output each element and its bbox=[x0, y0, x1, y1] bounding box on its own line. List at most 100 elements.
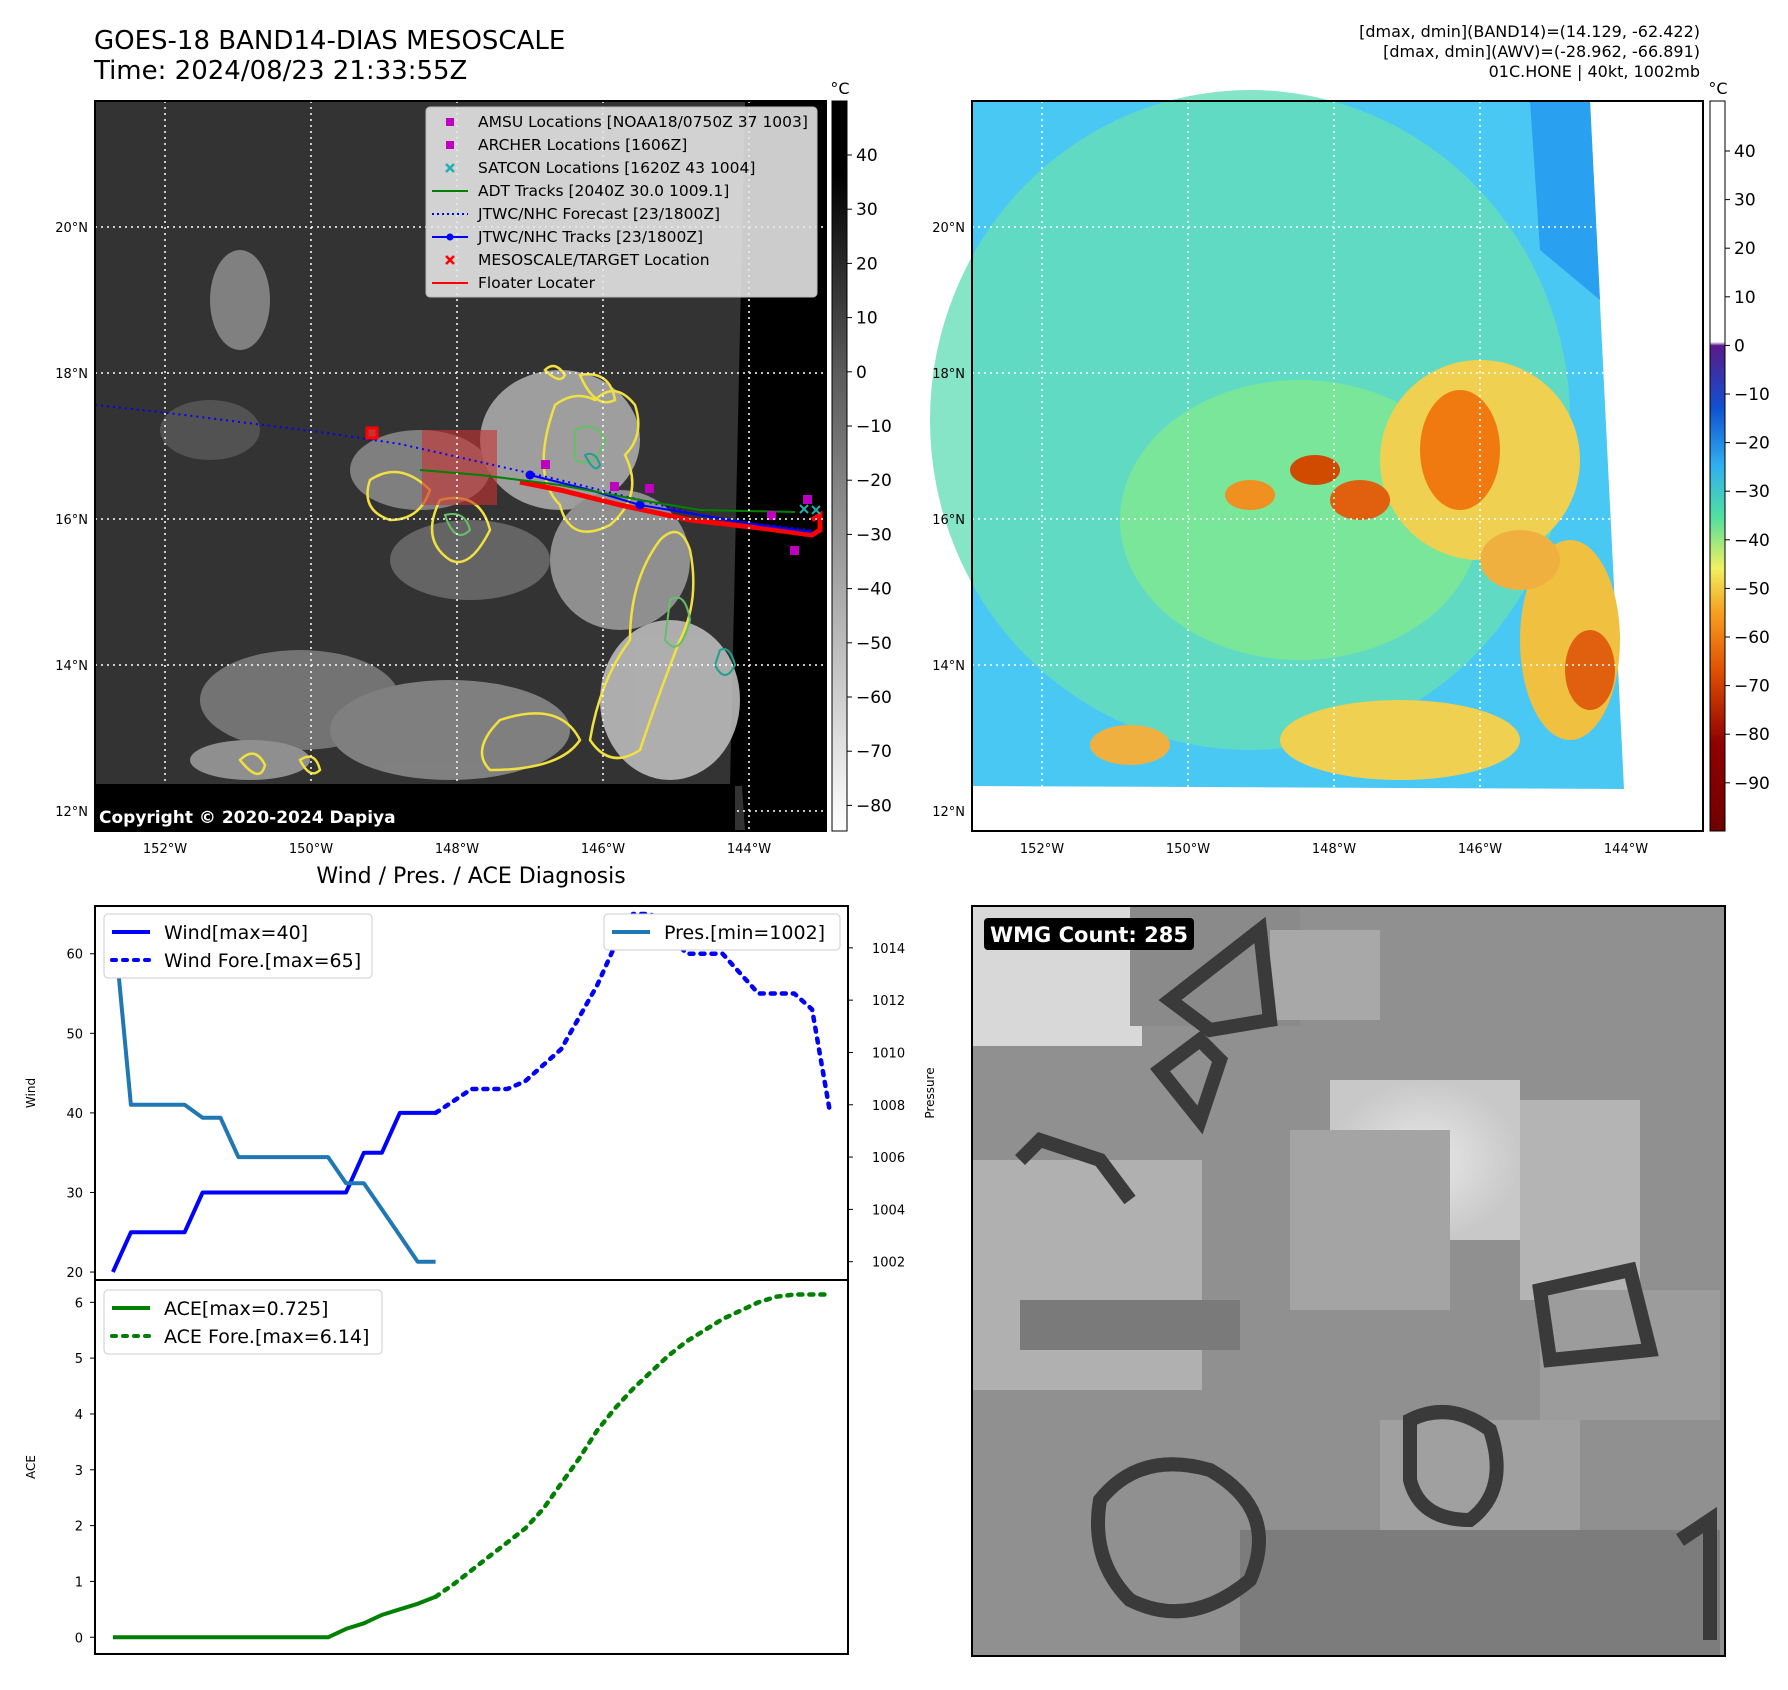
ir-colorbar-unit: °C bbox=[830, 79, 849, 98]
ir-bottom-strip bbox=[95, 784, 735, 831]
colorbar-tick-label: 20 bbox=[1734, 239, 1756, 259]
ace-chart: 0 1 2 3 4 5 6 ACE ACE[max=0.725] ACE Fore.[max=6.… bbox=[24, 1279, 849, 1655]
color-map-panel bbox=[930, 90, 1704, 832]
legend-item: MESOSCALE/TARGET Location bbox=[445, 251, 710, 269]
ir-colorbar-ticks: 40 30 20 10 0 −10 −20 −30 −40 −50 −60 −70 −80 bbox=[847, 146, 892, 816]
y-axis-label: Wind bbox=[24, 1078, 38, 1108]
colorbar-tick-label: −50 bbox=[1734, 579, 1770, 599]
y-tick-label: 0 bbox=[75, 1631, 83, 1646]
ir-contours-green bbox=[443, 425, 692, 648]
legend-marker-square bbox=[446, 118, 454, 126]
ir-contours bbox=[238, 364, 695, 775]
y-tick-label: 60 bbox=[66, 948, 83, 963]
colorbar-tick-label: −10 bbox=[1734, 385, 1770, 405]
ir-map-frame bbox=[94, 100, 827, 832]
colorbar-tick-label: 40 bbox=[856, 146, 878, 166]
jtwc-track bbox=[529, 474, 813, 533]
y-tick-label: 30 bbox=[66, 1186, 83, 1201]
color-map-grid bbox=[972, 101, 1703, 831]
colorbar-tick-label: −60 bbox=[856, 688, 892, 708]
y-tick-label: 40 bbox=[66, 1107, 83, 1122]
colorbar-tick-label: 20 bbox=[856, 254, 878, 274]
y-tick-label: 6 bbox=[75, 1296, 83, 1311]
mesoscale-target-box bbox=[422, 430, 497, 505]
colorbar-tick-label: 40 bbox=[1734, 142, 1756, 162]
legend-item: JTWC/NHC Forecast [23/1800Z] bbox=[432, 205, 720, 223]
awv-minmax: [dmax, dmin](AWV)=(-28.962, -66.891) bbox=[1383, 42, 1700, 61]
y-right-tick-label: 1010 bbox=[872, 1046, 905, 1061]
ir-lon-labels: 152°W 150°W 148°W 146°W 144°W bbox=[143, 842, 771, 857]
color-colorbar-ramp bbox=[1709, 100, 1726, 832]
jtwc-forecast-track bbox=[94, 404, 813, 531]
colorbar-tick-label: 0 bbox=[856, 363, 867, 383]
lat-tick-label: 16°N bbox=[55, 513, 88, 528]
chart-legend-box bbox=[603, 913, 841, 951]
y-right-tick-label: 1006 bbox=[872, 1151, 905, 1166]
lon-tick-label: 148°W bbox=[435, 842, 479, 857]
legend-marker-dot bbox=[446, 233, 454, 241]
legend-item: JTWC/NHC Tracks [23/1800Z] bbox=[432, 228, 703, 246]
wmg-texture bbox=[972, 906, 1720, 1656]
wmg-dark-edges bbox=[1015, 916, 1717, 1640]
lat-tick-label: 18°N bbox=[932, 367, 965, 382]
color-map-cold-band bbox=[1530, 101, 1600, 300]
lon-tick-label: 144°W bbox=[1604, 842, 1648, 857]
colorbar-tick-label: −30 bbox=[856, 525, 892, 545]
amsu-archer-markers bbox=[541, 460, 812, 555]
ir-colorbar-ramp bbox=[831, 100, 848, 832]
legend-label: ADT Tracks [2040Z 30.0 1009.1] bbox=[478, 182, 729, 200]
legend-items: AMSU Locations [NOAA18/0750Z 37 1003] ARC… bbox=[432, 113, 808, 292]
wmg-panel: WMG Count: 285 bbox=[971, 905, 1726, 1657]
ir-colorbar: °C 40 30 20 10 0 −10 −20 −30 −40 −50 −60 −70 −80 bbox=[830, 79, 892, 832]
ir-contours-teal bbox=[583, 452, 737, 676]
colorbar-tick-label: −70 bbox=[856, 742, 892, 762]
lon-tick-label: 146°W bbox=[581, 842, 625, 857]
y-tick-label: 2 bbox=[75, 1520, 83, 1535]
band14-minmax: [dmax, dmin](BAND14)=(14.129, -62.422) bbox=[1359, 22, 1700, 41]
lon-tick-label: 148°W bbox=[1312, 842, 1356, 857]
chart-legend-box bbox=[103, 1289, 383, 1355]
colorbar-tick-label: −30 bbox=[1734, 482, 1770, 502]
colorbar-tick-label: −10 bbox=[856, 417, 892, 437]
y-tick-label: 5 bbox=[75, 1352, 83, 1367]
chart-legend-label: ACE[max=0.725] bbox=[164, 1298, 328, 1320]
wind-chart-frame bbox=[94, 905, 849, 1281]
legend-label: ARCHER Locations [1606Z] bbox=[478, 136, 687, 154]
y-right-tick-label: 1012 bbox=[872, 994, 905, 1009]
color-lon-labels: 152°W 150°W 148°W 146°W 144°W bbox=[1020, 842, 1648, 857]
lon-tick-label: 150°W bbox=[289, 842, 333, 857]
colorbar-tick-label: −20 bbox=[856, 471, 892, 491]
colorbar-tick-label: −40 bbox=[1734, 531, 1770, 551]
legend-label: MESOSCALE/TARGET Location bbox=[478, 251, 710, 269]
chart-legend-label: Pres.[min=1002] bbox=[664, 922, 825, 944]
legend-item: ARCHER Locations [1606Z] bbox=[446, 136, 687, 154]
series-line bbox=[110, 913, 436, 1264]
lat-tick-label: 12°N bbox=[932, 805, 965, 820]
wmg-frame bbox=[971, 905, 1726, 1657]
legend-item: AMSU Locations [NOAA18/0750Z 37 1003] bbox=[446, 113, 808, 131]
y-right-tick-label: 1002 bbox=[872, 1256, 905, 1271]
colorbar-tick-label: −80 bbox=[1734, 725, 1770, 745]
floater-locater-track bbox=[519, 479, 823, 538]
color-colorbar-ticks: 40 30 20 10 0 −10 −20 −30 −40 −50 −60 −70 −80 −90 bbox=[1725, 142, 1770, 794]
color-lat-labels: 20°N 18°N 16°N 14°N 12°N bbox=[932, 221, 965, 820]
chart-legend-label: Wind[max=40] bbox=[164, 922, 308, 944]
legend-item: SATCON Locations [1620Z 43 1004] bbox=[445, 159, 755, 177]
colorbar-tick-label: −90 bbox=[1734, 774, 1770, 794]
satcon-markers bbox=[799, 504, 821, 515]
wind-pressure-chart: 20 30 40 50 60 1002 1004 1006 1008 1010 1012 1014 Wi… bbox=[24, 905, 937, 1281]
legend-marker-square bbox=[446, 141, 454, 149]
wmg-count-badge bbox=[984, 918, 1194, 950]
y-right-tick-label: 1014 bbox=[872, 942, 905, 957]
mesoscale-target-marker bbox=[365, 426, 379, 440]
jtwc-track-point bbox=[525, 470, 535, 480]
lon-tick-label: 152°W bbox=[1020, 842, 1064, 857]
colorbar-tick-label: −60 bbox=[1734, 628, 1770, 648]
lon-tick-label: 152°W bbox=[143, 842, 187, 857]
y-tick-label: 4 bbox=[75, 1408, 83, 1423]
y-tick-label: 3 bbox=[75, 1464, 83, 1479]
wmg-count-label: WMG Count: 285 bbox=[990, 923, 1188, 947]
jtwc-track-point bbox=[635, 500, 645, 510]
y-right-axis-label: Pressure bbox=[923, 1067, 937, 1118]
